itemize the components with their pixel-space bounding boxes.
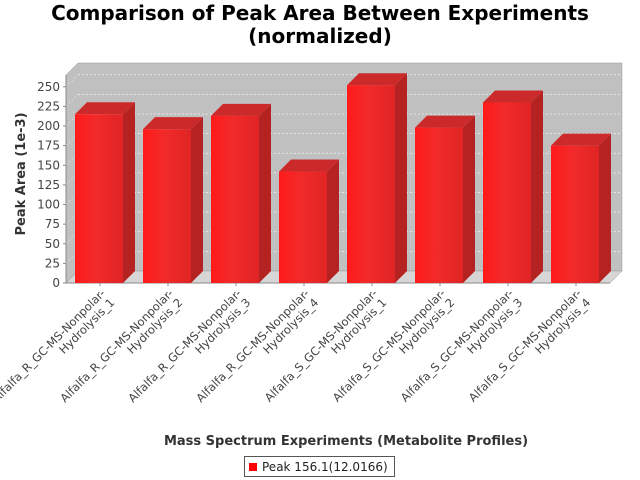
bar — [75, 114, 123, 283]
legend: Peak 156.1(12.0166) — [244, 456, 395, 477]
x-tick-label: Alfalfa_R_GC-MS-Nonpolar-Hydrolysis_3 — [125, 286, 253, 414]
bar-side — [531, 90, 543, 283]
gridline-side — [65, 231, 79, 244]
bar-top — [75, 102, 135, 115]
bar — [143, 129, 191, 283]
bar-side — [259, 103, 271, 283]
bar — [211, 115, 259, 283]
bar — [483, 102, 531, 283]
gridline-side — [65, 172, 79, 186]
chart-title-line-2: (normalized) — [248, 24, 392, 48]
y-tick-label: 225 — [37, 99, 60, 113]
gridline-side — [65, 133, 79, 146]
y-tick-label: 0 — [52, 276, 60, 290]
bar-side — [395, 73, 407, 284]
gridline-side — [65, 211, 79, 225]
y-tick-label: 25 — [45, 256, 60, 270]
x-tick-label: Alfalfa_S_GC-MS-Nonpolar-Hydrolysis_2 — [330, 286, 458, 414]
y-tick-label: 75 — [45, 217, 60, 231]
bar-side — [191, 117, 203, 283]
bar-top — [483, 90, 543, 103]
x-tick-label: Alfalfa_S_GC-MS-Nonpolar-Hydrolysis_1 — [262, 286, 390, 414]
x-tick-label: Alfalfa_S_GC-MS-Nonpolar-Hydrolysis_4 — [466, 286, 594, 414]
x-tick-label: Alfalfa_R_GC-MS-Nonpolar-Hydrolysis_4 — [193, 286, 321, 414]
gridline-side — [65, 94, 79, 107]
bar-top — [551, 133, 611, 146]
bar-top — [279, 159, 339, 172]
bar-top — [347, 73, 407, 86]
y-tick-label: 100 — [37, 198, 60, 212]
legend-swatch — [249, 462, 257, 471]
gridline-side — [65, 113, 79, 127]
y-tick-label: 200 — [37, 119, 60, 133]
bar-top — [143, 117, 203, 130]
y-tick-label: 175 — [37, 139, 60, 153]
x-axis-label: Mass Spectrum Experiments (Metabolite Pr… — [164, 434, 528, 449]
bar-side — [463, 115, 475, 283]
y-axis-label: Peak Area (1e-3) — [14, 112, 29, 235]
bar-top — [211, 103, 271, 116]
bar — [551, 145, 599, 283]
bar — [415, 127, 463, 283]
x-tick-label: Alfalfa_S_GC-MS-Nonpolar-Hydrolysis_3 — [398, 286, 526, 414]
bar-side — [327, 159, 339, 283]
bar-side — [599, 133, 611, 283]
chart-title-line-1: Comparison of Peak Area Between Experime… — [51, 1, 589, 25]
y-tick-label: 50 — [45, 237, 60, 251]
y-tick-label: 125 — [37, 178, 60, 192]
x-tick-label: Alfalfa_R_GC-MS-Nonpolar-Hydrolysis_2 — [57, 286, 185, 414]
bar-side — [123, 102, 135, 283]
legend-label: Peak 156.1(12.0166) — [262, 459, 388, 474]
y-tick-label: 150 — [37, 158, 60, 172]
bar — [347, 85, 395, 284]
y-tick-label: 250 — [37, 80, 60, 94]
gridline-side — [65, 251, 79, 264]
chart-title: Comparison of Peak Area Between Experime… — [0, 2, 640, 48]
bar — [279, 171, 327, 283]
bar-top — [415, 115, 475, 128]
gridline-side — [65, 192, 79, 205]
gridline-side — [65, 74, 79, 87]
gridline-side — [65, 153, 79, 166]
